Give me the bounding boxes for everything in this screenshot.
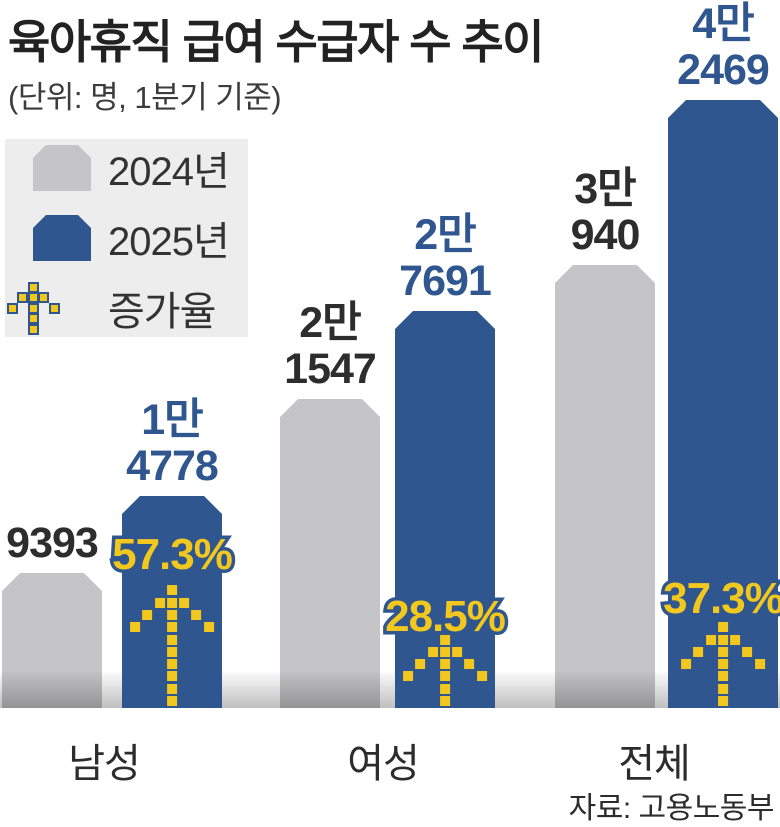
- value-label-2024-total: 3만 940: [570, 165, 641, 259]
- legend-item-2024: 2024년: [33, 139, 248, 197]
- bar-2024-total: [555, 265, 655, 708]
- value-label-2025-total: 4만 2469: [677, 0, 770, 94]
- legend-item-growth: 증가율: [6, 279, 248, 337]
- legend-label-2025: 2025년: [108, 220, 230, 264]
- bar-2024-male: [2, 573, 102, 708]
- x-label-total: 전체: [618, 742, 691, 786]
- bar-2025-total: [668, 100, 778, 708]
- page-title: 육아휴직 급여 수급자 수 추이: [8, 16, 544, 68]
- legend-label-growth: 증가율: [108, 290, 216, 334]
- legend: 2024년 2025년 증가율: [5, 139, 248, 337]
- legend-item-2025: 2025년: [33, 209, 248, 267]
- growth-label-male: 57.3%: [109, 527, 237, 583]
- growth-arrow-male-icon: [130, 585, 214, 706]
- value-label-2024-female: 2만 1547: [284, 299, 377, 393]
- value-label-2025-female: 2만 7691: [399, 211, 492, 305]
- growth-arrow-icon: [4, 281, 62, 335]
- legend-swatch-2024-icon: [33, 145, 91, 191]
- value-label-2025-male: 1만 4778: [126, 396, 219, 490]
- x-label-female: 여성: [347, 742, 420, 786]
- source-note: 자료: 고용노동부: [568, 792, 775, 825]
- legend-label-2024: 2024년: [108, 150, 230, 194]
- legend-swatch-2025-icon: [33, 215, 91, 261]
- value-label-2024-male: 9393: [6, 519, 99, 567]
- growth-arrow-total-icon: [681, 622, 765, 706]
- growth-label-total: 37.3%: [660, 571, 780, 627]
- unit-note: (단위: 명, 1분기 기준): [8, 80, 282, 115]
- growth-arrow-female-icon: [403, 634, 487, 706]
- x-label-male: 남성: [68, 742, 141, 786]
- floor-shadow: [0, 672, 780, 708]
- bar-2024-female: [280, 399, 380, 708]
